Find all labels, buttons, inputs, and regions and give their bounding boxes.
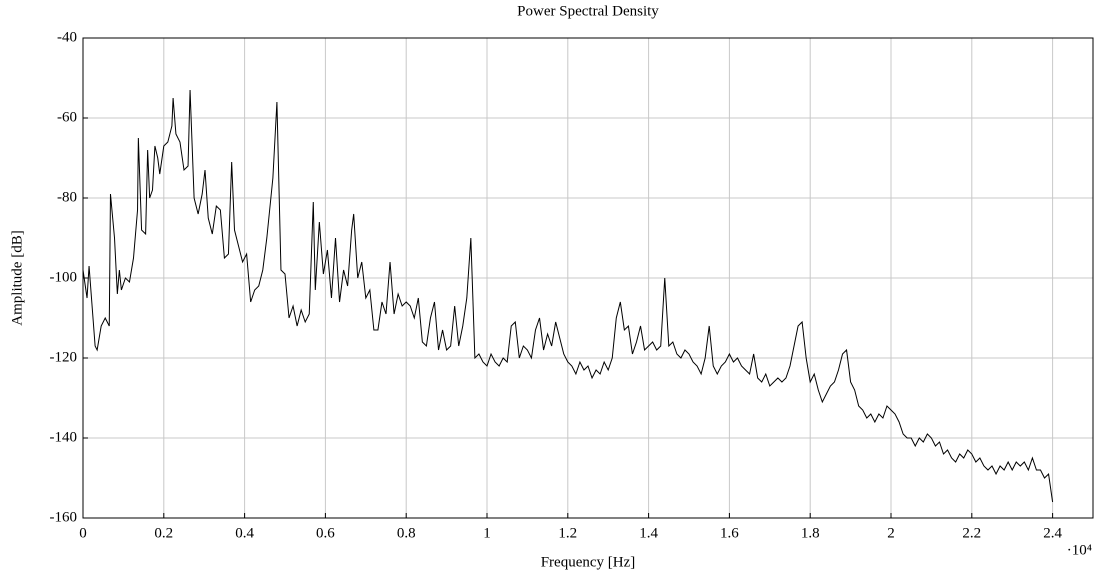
y-tick-label: -40 <box>57 29 77 45</box>
plot-frame <box>82 37 1094 519</box>
y-tick-label: -160 <box>50 509 78 525</box>
x-tick-label: 0.4 <box>235 525 254 541</box>
x-tick-label: 1.4 <box>639 525 658 541</box>
x-tick-label: 0 <box>79 525 87 541</box>
y-tick-label: -60 <box>57 109 77 125</box>
x-tick-label: 1.2 <box>558 525 577 541</box>
data-line <box>82 89 1054 503</box>
chart-title: Power Spectral Density <box>517 3 659 19</box>
y-axis-label: Amplitude [dB] <box>9 230 25 325</box>
x-multiplier: ·10⁴ <box>1067 542 1092 558</box>
x-tick-label: 2.4 <box>1043 525 1062 541</box>
x-axis-label: Frequency [Hz] <box>541 554 636 570</box>
x-tick-label: 0.2 <box>154 525 173 541</box>
x-tick-label: 2 <box>887 525 895 541</box>
x-tick-label: 1.6 <box>720 525 739 541</box>
y-tick-label: -120 <box>50 349 78 365</box>
y-tick-label: -80 <box>57 189 77 205</box>
x-tick-label: 0.6 <box>316 525 335 541</box>
y-tick-label: -140 <box>50 429 78 445</box>
x-tick-label: 1.8 <box>801 525 820 541</box>
x-tick-label: 1 <box>483 525 491 541</box>
x-tick-label: 0.8 <box>397 525 416 541</box>
x-tick-label: 2.2 <box>962 525 981 541</box>
y-tick-label: -100 <box>50 269 78 285</box>
